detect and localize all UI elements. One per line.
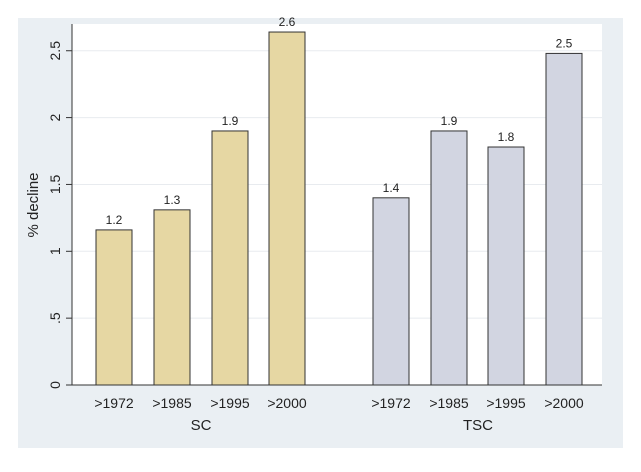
bar — [268, 31, 306, 386]
y-tick-label: 1.5 — [47, 175, 63, 195]
x-category-label: >1972 — [94, 395, 134, 411]
bar — [211, 130, 249, 386]
bar — [372, 197, 410, 386]
y-tick-label: 0 — [47, 381, 63, 389]
x-category-label: >2000 — [544, 395, 584, 411]
bar — [95, 229, 133, 386]
y-tick-label: 1 — [47, 247, 63, 255]
x-category-label: >2000 — [267, 395, 307, 411]
axes: 0 .5 1 1.5 2 2.5 >1972 >1985 >1995 >2000 SC >1972 >1… — [47, 24, 602, 434]
x-category-label: >1985 — [429, 395, 469, 411]
data-label: 1.9 — [441, 114, 458, 128]
x-category-label: >1985 — [152, 395, 192, 411]
bar — [153, 209, 191, 386]
y-axis-label: % decline — [25, 172, 42, 237]
x-group-label: SC — [191, 417, 212, 434]
bar — [430, 130, 468, 386]
x-category-label: >1995 — [210, 395, 250, 411]
data-label: 1.9 — [222, 114, 239, 128]
bar — [545, 52, 583, 386]
data-label: 2.6 — [279, 15, 296, 29]
data-label: 1.3 — [164, 193, 181, 207]
y-tick-label: 2.5 — [47, 41, 63, 61]
bar — [487, 146, 525, 386]
data-label: 1.4 — [383, 181, 400, 195]
y-tick-label: 2 — [47, 113, 63, 121]
bars: 1.2 1.3 1.9 2.6 1.4 1.9 1.8 2.5 — [95, 15, 583, 386]
y-tick-label: .5 — [47, 312, 63, 324]
data-label: 2.5 — [556, 36, 573, 50]
x-category-label: >1995 — [486, 395, 526, 411]
x-group-label: TSC — [463, 417, 493, 434]
data-label: 1.2 — [106, 213, 123, 227]
x-category-label: >1972 — [371, 395, 411, 411]
data-label: 1.8 — [498, 130, 515, 144]
